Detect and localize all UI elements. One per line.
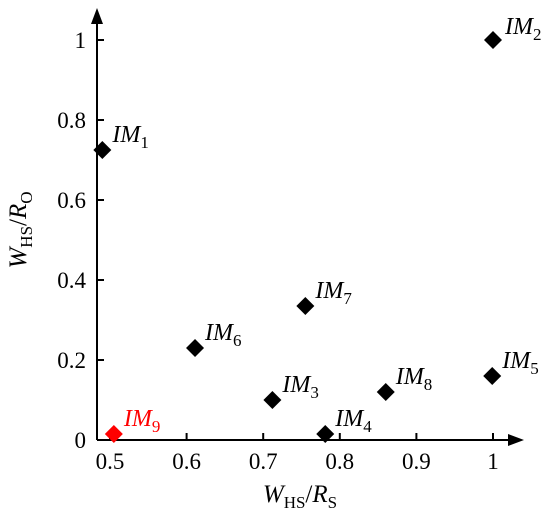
data-point-label: IM2	[504, 14, 541, 44]
y-ticks: 0 0.2 0.4 0.6 0.8 1	[57, 28, 104, 453]
data-point-marker	[186, 339, 205, 357]
data-point-label: IM4	[334, 406, 372, 436]
x-tick-label: 0.8	[325, 449, 354, 474]
data-point-marker	[93, 141, 112, 159]
data-point-marker	[483, 367, 502, 385]
y-axis-label: WHS/RO	[5, 191, 36, 268]
data-point-label: IM1	[111, 122, 148, 152]
x-tick-label: 0.6	[172, 449, 201, 474]
data-point-marker	[316, 425, 335, 443]
x-ticks: 0.5 0.6 0.7 0.8 0.9 1	[96, 433, 499, 474]
x-axis-arrow	[508, 434, 524, 446]
x-tick-label: 1	[487, 449, 499, 474]
data-point-marker	[296, 297, 315, 315]
data-points: IM1 IM2 IM3 IM4 IM5 IM6 IM7 IM8 IM9	[93, 14, 541, 443]
x-axis-label: WHS/RS	[263, 481, 337, 512]
data-point-marker	[376, 383, 395, 401]
data-point-label: IM9	[123, 406, 160, 436]
data-point-marker	[484, 31, 502, 49]
y-tick-label: 0.6	[57, 188, 86, 213]
y-axis-arrow	[91, 8, 103, 24]
y-tick-label: 0	[75, 428, 87, 453]
y-tick-label: 0.4	[57, 268, 86, 293]
data-point-marker	[104, 425, 123, 443]
y-tick-label: 1	[75, 28, 87, 53]
y-tick-label: 0.8	[57, 108, 86, 133]
data-point-label: IM5	[501, 348, 538, 378]
data-point-label: IM6	[204, 320, 241, 350]
y-tick-label: 0.2	[57, 348, 86, 373]
data-point-label: IM3	[281, 372, 318, 402]
x-tick-label: 0.5	[96, 449, 125, 474]
data-point-label: IM7	[314, 278, 352, 308]
data-point-marker	[263, 391, 282, 409]
x-tick-label: 0.7	[249, 449, 278, 474]
x-tick-label: 0.9	[402, 449, 431, 474]
data-point-label: IM8	[395, 364, 432, 394]
